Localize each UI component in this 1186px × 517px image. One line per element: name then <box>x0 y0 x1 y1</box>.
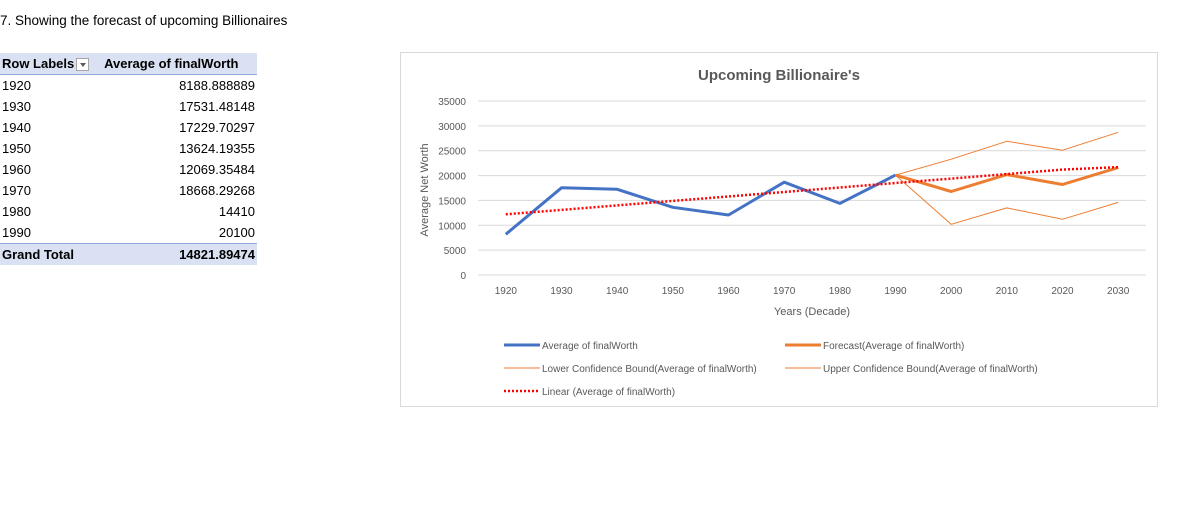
row-label: 1990 <box>2 225 31 240</box>
x-tick-label: 1960 <box>717 286 740 297</box>
series-line <box>895 166 1119 193</box>
row-label: 1940 <box>2 120 31 135</box>
row-label: 1960 <box>2 162 31 177</box>
line-chart: Upcoming Billionaire's Average Net Worth… <box>419 67 1146 398</box>
row-label: 1970 <box>2 183 31 198</box>
row-value: 12069.35484 <box>179 162 255 177</box>
y-tick-label: 0 <box>460 271 466 282</box>
row-label: 1980 <box>2 204 31 219</box>
chart-title: Upcoming Billionaire's <box>698 67 860 84</box>
series-line <box>504 173 897 236</box>
y-axis-label: Average Net Worth <box>419 143 431 236</box>
series-line <box>895 174 1119 225</box>
x-axis-ticks: 1920 1930 1940 1950 1960 1970 1980 1990 2000 2010… <box>495 286 1130 297</box>
series-line <box>505 165 1119 216</box>
y-tick-label: 25000 <box>438 147 466 158</box>
gridlines <box>478 100 1146 276</box>
x-tick-label: 2010 <box>996 286 1019 297</box>
grand-total-value: 14821.89474 <box>102 243 257 265</box>
table-row: 1990 20100 <box>0 222 257 244</box>
row-label: 1930 <box>2 99 31 114</box>
table-row: 1930 17531.48148 <box>0 96 257 117</box>
y-tick-label: 15000 <box>438 196 466 207</box>
table-row: 1920 8188.888889 <box>0 75 257 97</box>
legend-label: Upper Confidence Bound(Average of finalW… <box>823 364 1038 375</box>
x-tick-label: 1970 <box>773 286 796 297</box>
table-row: 1970 18668.29268 <box>0 180 257 201</box>
page-heading: 7. Showing the forecast of upcoming Bill… <box>0 13 288 28</box>
row-labels-header-label: Row Labels <box>2 55 75 71</box>
series-lines <box>504 131 1119 236</box>
x-tick-label: 1990 <box>884 286 907 297</box>
y-tick-label: 35000 <box>438 97 466 108</box>
row-label: 1920 <box>2 78 31 93</box>
row-value: 18668.29268 <box>179 183 255 198</box>
y-tick-label: 10000 <box>438 221 466 232</box>
table-row: 1980 14410 <box>0 201 257 222</box>
value-column-header: Average of finalWorth <box>102 53 257 75</box>
chart-container[interactable]: Upcoming Billionaire's Average Net Worth… <box>400 52 1158 407</box>
table-row: 1940 17229.70297 <box>0 117 257 138</box>
table-row: 1950 13624.19355 <box>0 138 257 159</box>
row-value: 17229.70297 <box>179 120 255 135</box>
x-tick-label: 1950 <box>662 286 685 297</box>
grand-total-label: Grand Total <box>0 243 103 265</box>
x-tick-label: 1920 <box>495 286 518 297</box>
series-line <box>895 131 1119 176</box>
x-tick-label: 2030 <box>1107 286 1130 297</box>
row-labels-header[interactable]: Row Labels <box>0 53 103 75</box>
row-value: 17531.48148 <box>179 99 255 114</box>
x-tick-label: 1930 <box>550 286 573 297</box>
x-tick-label: 1940 <box>606 286 629 297</box>
table-row: 1960 12069.35484 <box>0 159 257 180</box>
row-value: 20100 <box>218 225 255 240</box>
legend-label: Lower Confidence Bound(Average of finalW… <box>542 364 757 375</box>
row-value: 14410 <box>218 204 255 219</box>
legend-label: Average of finalWorth <box>542 341 638 352</box>
row-value: 13624.19355 <box>179 141 255 156</box>
filter-dropdown-icon[interactable] <box>76 58 90 72</box>
row-label: 1950 <box>2 141 31 156</box>
y-tick-label: 20000 <box>438 172 466 183</box>
x-tick-label: 1980 <box>829 286 852 297</box>
row-value: 8188.888889 <box>179 78 255 93</box>
y-axis-ticks: 0 5000 10000 15000 20000 25000 30000 35000 <box>438 97 466 282</box>
x-tick-label: 2000 <box>940 286 963 297</box>
grand-total-row: Grand Total 14821.89474 <box>0 243 257 265</box>
pivot-table: Row Labels Average of finalWorth 1920 818… <box>0 53 257 265</box>
legend-label: Linear (Average of finalWorth) <box>542 387 675 398</box>
y-tick-label: 30000 <box>438 122 466 133</box>
pivot-header-row: Row Labels Average of finalWorth <box>0 53 257 75</box>
y-tick-label: 5000 <box>444 246 467 257</box>
x-axis-label: Years (Decade) <box>774 306 850 318</box>
chart-legend: Average of finalWorth Forecast(Average of… <box>504 341 1038 398</box>
legend-label: Forecast(Average of finalWorth) <box>823 341 964 352</box>
x-tick-label: 2020 <box>1051 286 1074 297</box>
